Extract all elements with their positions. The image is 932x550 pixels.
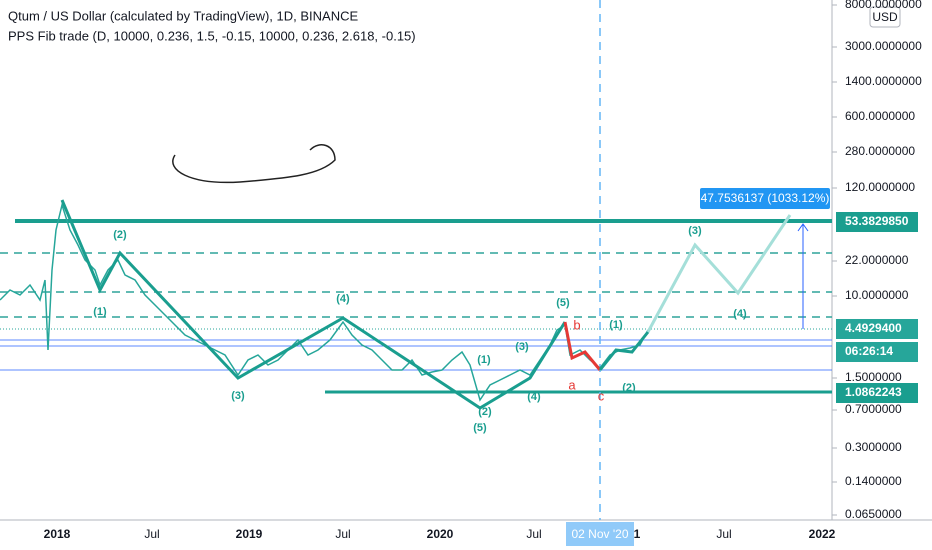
time-label: Jul xyxy=(716,527,731,541)
projection-path xyxy=(646,214,792,333)
cursor-tag-bg xyxy=(566,522,634,546)
wave-label: (4) xyxy=(733,308,747,320)
price-tag-bg xyxy=(836,319,918,339)
wave-label: (2) xyxy=(113,229,127,241)
currency[interactable]: USD xyxy=(872,10,898,24)
price-label: 8000.0000000 xyxy=(845,0,922,11)
time-label: 2022 xyxy=(809,527,836,541)
price-label: 3000.0000000 xyxy=(845,39,922,53)
wave-path-abc xyxy=(563,321,602,371)
wave-label: (1) xyxy=(477,354,491,366)
price-label: 0.1400000 xyxy=(845,474,902,488)
cursor-tag: 02 Nov '20 xyxy=(572,527,629,541)
wave-label: (4) xyxy=(527,391,541,403)
indicator: PPS Fib trade (D, 10000, 0.236, 1.5, -0.… xyxy=(8,28,416,43)
wave-label: (3) xyxy=(515,341,529,353)
wave-label: (1) xyxy=(609,319,623,331)
price-label: 0.0650000 xyxy=(845,507,902,521)
target-tag: 47.7536137 (1033.12%) xyxy=(701,191,830,205)
price-tag-bg xyxy=(836,383,918,403)
time-label: 2019 xyxy=(236,527,263,541)
wave-label: a xyxy=(568,377,576,392)
wave-label: c xyxy=(598,388,605,403)
price-label: 1.5000000 xyxy=(845,370,902,384)
title: Qtum / US Dollar (calculated by TradingV… xyxy=(8,8,358,23)
price-label: 10.0000000 xyxy=(845,288,909,302)
wave-label: (2) xyxy=(622,382,636,394)
wave-path xyxy=(60,199,567,410)
price-label: 0.7000000 xyxy=(845,402,902,416)
price-label: 120.0000000 xyxy=(845,180,915,194)
fib-levels-blue xyxy=(0,339,832,371)
wave-label: (3) xyxy=(231,390,245,402)
wave-label: b xyxy=(573,317,580,332)
price-tag-bg xyxy=(836,212,918,232)
wave-label: (4) xyxy=(336,293,350,305)
price-tag-bg xyxy=(836,342,918,362)
price-tag: 53.3829850 xyxy=(845,214,909,228)
time-label: Jul xyxy=(526,527,541,541)
price-tag: 1.0862243 xyxy=(845,385,902,399)
wave-label: (5) xyxy=(473,422,487,434)
wave-label: (2) xyxy=(478,406,492,418)
fib-levels xyxy=(0,252,832,318)
wave-label: (5) xyxy=(556,297,570,309)
measure-arrow xyxy=(797,223,809,232)
wave-path xyxy=(598,331,650,371)
wave-label: (1) xyxy=(93,306,107,318)
price-label: 0.3000000 xyxy=(845,440,902,454)
wave-label: (3) xyxy=(688,225,702,237)
time-label: 2018 xyxy=(44,527,71,541)
time-label: Jul xyxy=(144,527,159,541)
time-label: Jul xyxy=(335,527,350,541)
price-tag: 06:26:14 xyxy=(845,344,893,358)
price-label: 600.0000000 xyxy=(845,109,915,123)
currency-box[interactable] xyxy=(869,6,901,28)
target-tag-bg xyxy=(700,188,830,209)
price-label: 22.0000000 xyxy=(845,253,909,267)
price-label: 1400.0000000 xyxy=(845,74,922,88)
price-tag: 4.4929400 xyxy=(845,321,902,335)
time-label: 2020 xyxy=(427,527,454,541)
scribble xyxy=(172,144,336,184)
price-label: 280.0000000 xyxy=(845,144,915,158)
